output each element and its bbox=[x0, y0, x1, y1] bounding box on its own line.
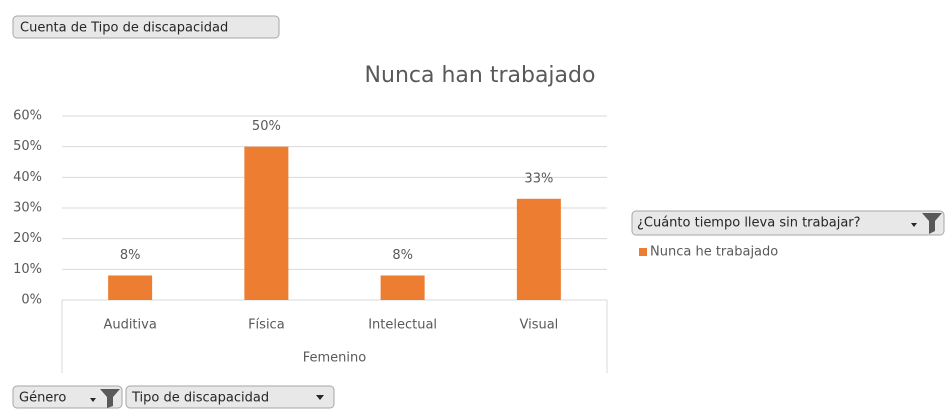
data-label: 8% bbox=[120, 248, 141, 263]
data-label: 8% bbox=[392, 248, 413, 263]
axis-field-label: Género bbox=[19, 391, 66, 406]
filter-icon bbox=[100, 389, 120, 408]
axis-field-button[interactable] bbox=[125, 385, 335, 409]
bar bbox=[108, 275, 153, 300]
y-tick-label: 30% bbox=[13, 201, 42, 216]
legend-title: ¿Cuánto tiempo lleva sin trabajar? bbox=[637, 216, 861, 231]
y-tick-label: 60% bbox=[13, 109, 42, 124]
y-tick-label: 50% bbox=[13, 139, 42, 154]
bar bbox=[380, 275, 425, 300]
y-tick-label: 10% bbox=[13, 262, 42, 277]
value-field-label: Cuenta de Tipo de discapacidad bbox=[20, 21, 228, 36]
y-tick-label: 0% bbox=[21, 293, 42, 308]
data-label: 50% bbox=[252, 119, 281, 134]
data-label: 33% bbox=[524, 171, 553, 186]
y-tick-label: 20% bbox=[13, 231, 42, 246]
axis-field-label: Tipo de discapacidad bbox=[131, 391, 269, 406]
category-group-label: Femenino bbox=[303, 351, 367, 366]
dropdown-arrow bbox=[911, 223, 917, 227]
dropdown-arrow bbox=[316, 395, 324, 400]
x-tick-label: Física bbox=[248, 318, 285, 333]
bar bbox=[244, 146, 289, 300]
bar bbox=[516, 198, 561, 300]
legend-label: Nunca he trabajado bbox=[650, 245, 778, 260]
legend-field-button[interactable] bbox=[631, 210, 945, 236]
axis-field-button[interactable] bbox=[12, 385, 123, 409]
y-tick-label: 40% bbox=[13, 170, 42, 185]
chart-title: Nunca han trabajado bbox=[365, 63, 596, 88]
value-field-button[interactable] bbox=[12, 15, 280, 39]
filter-icon bbox=[922, 213, 942, 234]
x-tick-label: Visual bbox=[519, 318, 558, 333]
x-tick-label: Auditiva bbox=[103, 318, 156, 333]
dropdown-arrow bbox=[90, 398, 96, 402]
x-tick-label: Intelectual bbox=[368, 318, 437, 333]
legend-swatch bbox=[639, 248, 647, 256]
